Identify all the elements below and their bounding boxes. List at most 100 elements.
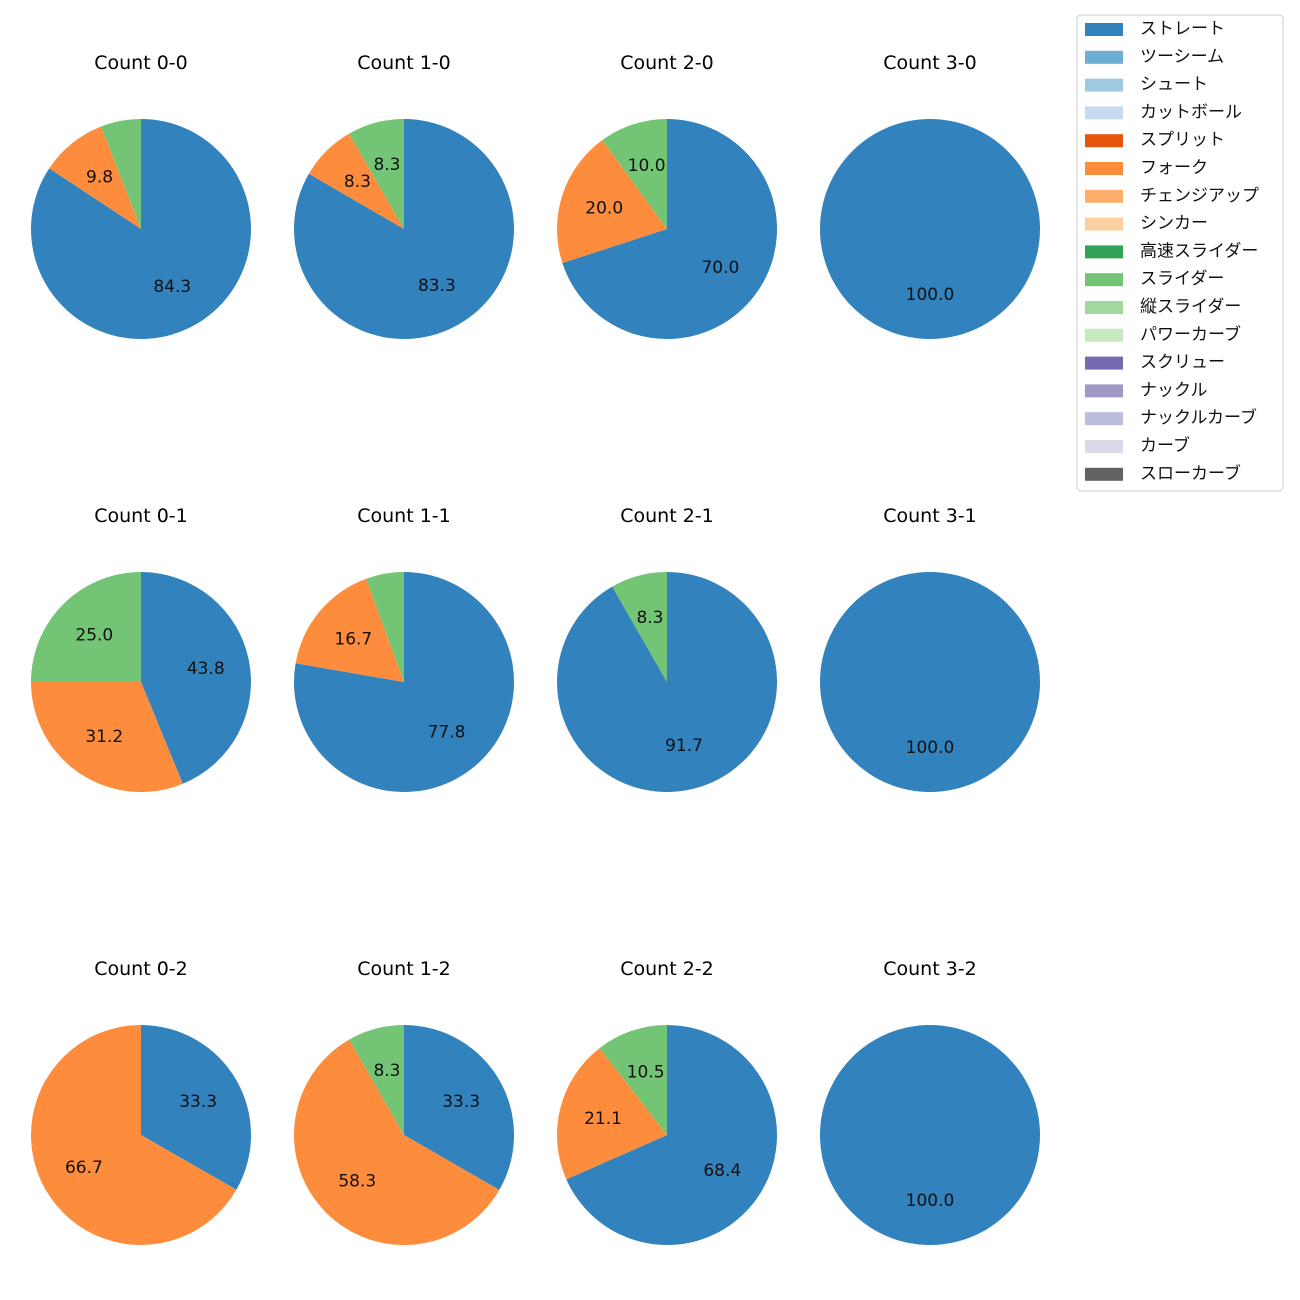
pie-title: Count 3-0 bbox=[883, 52, 977, 74]
slice-label: 66.7 bbox=[65, 1158, 103, 1178]
pie-slice bbox=[349, 119, 404, 229]
slice-label: 8.3 bbox=[636, 608, 663, 628]
pie-title: Count 1-0 bbox=[357, 52, 451, 74]
pie-title: Count 3-1 bbox=[883, 505, 977, 527]
legend-swatch bbox=[1085, 189, 1123, 203]
pie-count-0-1: Count 0-1 43.8 31.2 25.0 bbox=[31, 505, 251, 792]
pie-slice bbox=[294, 572, 514, 792]
slice-label: 10.0 bbox=[628, 156, 666, 176]
slice-label: 33.3 bbox=[179, 1092, 217, 1112]
pie-slice bbox=[602, 119, 667, 229]
pie-count-1-1: Count 1-1 77.8 16.7 bbox=[294, 505, 514, 792]
legend-item: シュート bbox=[1085, 75, 1208, 95]
legend-swatch bbox=[1085, 78, 1123, 92]
slice-label: 91.7 bbox=[665, 736, 703, 756]
legend-swatch bbox=[1085, 50, 1123, 64]
legend-item: シンカー bbox=[1085, 214, 1208, 234]
pie-slice bbox=[101, 119, 141, 229]
legend-item: スクリュー bbox=[1085, 353, 1225, 373]
slice-label: 16.7 bbox=[334, 630, 372, 650]
legend-item: ツーシーム bbox=[1085, 47, 1224, 67]
legend-label: 高速スライダー bbox=[1140, 241, 1258, 261]
pie-count-2-0: Count 2-0 70.0 20.0 10.0 bbox=[557, 52, 777, 339]
legend-swatch bbox=[1085, 134, 1123, 148]
pie-title: Count 1-1 bbox=[357, 505, 451, 527]
pie-slice bbox=[566, 1025, 777, 1245]
pie-slice bbox=[31, 572, 141, 682]
pie-slice bbox=[141, 1025, 251, 1190]
pie-slice bbox=[820, 572, 1040, 792]
legend-item: チェンジアップ bbox=[1085, 186, 1259, 206]
pie-slice bbox=[141, 572, 251, 784]
slice-label: 77.8 bbox=[428, 722, 466, 742]
pie-slice bbox=[295, 578, 404, 682]
pie-title: Count 3-2 bbox=[883, 958, 977, 980]
legend-label: スライダー bbox=[1140, 269, 1224, 289]
slice-label: 21.1 bbox=[584, 1109, 622, 1129]
pie-count-1-0: Count 1-0 83.3 8.38.3 bbox=[294, 52, 514, 339]
legend: ストレートツーシームシュートカットボールスプリットフォークチェンジアップシンカー… bbox=[1076, 14, 1284, 492]
legend-swatch bbox=[1085, 412, 1123, 426]
pie-title: Count 0-2 bbox=[94, 958, 188, 980]
slice-label: 43.8 bbox=[187, 659, 225, 679]
slice-label: 8.3 bbox=[344, 172, 371, 192]
slice-label: 8.3 bbox=[373, 1061, 400, 1081]
legend-label: カットボール bbox=[1140, 102, 1242, 122]
pie-count-0-2: Count 0-2 33.3 66.7 bbox=[30, 958, 251, 1245]
pie-slice bbox=[366, 572, 404, 682]
pie-title: Count 2-1 bbox=[620, 505, 714, 527]
pie-slice bbox=[308, 133, 404, 229]
slice-label: 58.3 bbox=[338, 1172, 376, 1192]
legend-swatch bbox=[1085, 217, 1123, 231]
legend-swatch bbox=[1085, 23, 1123, 36]
pie-slice bbox=[820, 119, 1040, 339]
pie-slice bbox=[820, 1025, 1040, 1245]
slice-label: 20.0 bbox=[585, 199, 623, 219]
pie-slice bbox=[556, 572, 777, 792]
legend-label: フォーク bbox=[1140, 158, 1208, 178]
legend-swatch bbox=[1085, 301, 1123, 314]
legend-label: パワーカーブ bbox=[1140, 324, 1241, 345]
legend-swatch bbox=[1085, 245, 1123, 259]
slice-label: 25.0 bbox=[75, 625, 113, 645]
slice-label: 8.3 bbox=[373, 155, 400, 175]
legend-swatch bbox=[1085, 467, 1123, 481]
legend-label: ストレート bbox=[1140, 19, 1225, 39]
legend-item: スプリット bbox=[1085, 130, 1225, 150]
pie-slice bbox=[562, 119, 777, 339]
legend-swatch bbox=[1085, 384, 1123, 398]
legend-swatch bbox=[1085, 273, 1123, 287]
pie-slice bbox=[30, 1025, 237, 1245]
slice-label: 70.0 bbox=[701, 258, 739, 278]
legend-item: 高速スライダー bbox=[1085, 241, 1258, 261]
slice-label: 31.2 bbox=[85, 727, 123, 747]
pie-slice bbox=[404, 1025, 514, 1190]
legend-item: パワーカーブ bbox=[1085, 324, 1241, 345]
legend-label: スクリュー bbox=[1140, 353, 1225, 373]
legend-item: フォーク bbox=[1085, 158, 1208, 178]
slice-label: 83.3 bbox=[418, 276, 456, 296]
pie-title: Count 2-0 bbox=[620, 52, 714, 74]
legend-swatch bbox=[1085, 328, 1123, 342]
pie-slice bbox=[599, 1025, 667, 1135]
legend-swatch bbox=[1085, 106, 1123, 120]
pie-slice bbox=[31, 682, 183, 792]
pie-count-3-2: Count 3-2 100.0 bbox=[820, 958, 1040, 1245]
pie-slice bbox=[293, 1039, 500, 1245]
legend-swatch bbox=[1085, 356, 1123, 370]
slice-label: 10.5 bbox=[627, 1063, 665, 1083]
slice-label: 84.3 bbox=[153, 277, 191, 297]
pie-count-3-1: Count 3-1 100.0 bbox=[820, 505, 1040, 792]
pie-title: Count 2-2 bbox=[620, 958, 714, 980]
legend-label: ナックルカーブ bbox=[1140, 407, 1257, 428]
pie-slice bbox=[612, 572, 667, 682]
pie-slice bbox=[49, 126, 141, 229]
pie-slice bbox=[349, 1025, 404, 1135]
legend-label: カーブ bbox=[1140, 435, 1190, 456]
legend-label: スローカーブ bbox=[1140, 463, 1241, 484]
legend-item: ナックル bbox=[1085, 380, 1208, 400]
pie-count-3-0: Count 3-0 100.0 bbox=[820, 52, 1040, 339]
legend-frame bbox=[1076, 14, 1284, 492]
legend-item: スローカーブ bbox=[1085, 463, 1241, 484]
pie-title: Count 0-1 bbox=[94, 505, 188, 527]
